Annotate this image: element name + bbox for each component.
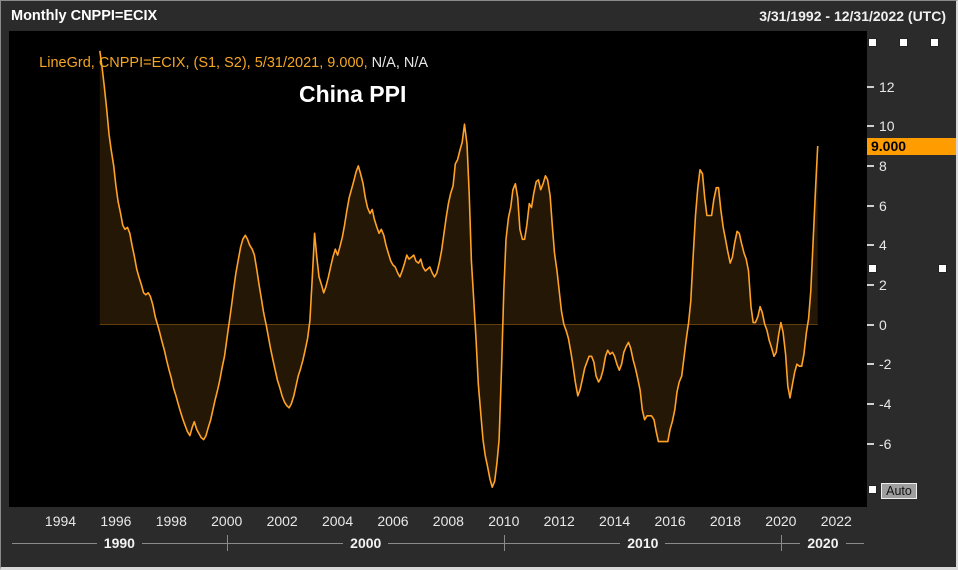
decade-label: 2010 <box>627 535 659 551</box>
legend: LineGrd, CNPPI=ECIX, (S1, S2), 5/31/2021… <box>15 39 428 87</box>
y-axis-tick: -4 <box>867 395 891 413</box>
resize-handle[interactable] <box>899 38 908 47</box>
y-tick-mark <box>867 402 874 405</box>
y-tick-mark <box>867 125 874 128</box>
legend-series-text: LineGrd, CNPPI=ECIX, (S1, S2), 5/31/2021… <box>39 55 368 71</box>
decade-axis-line <box>141 542 227 544</box>
x-tick-label: 2014 <box>599 513 631 529</box>
series-area-fill <box>99 50 818 488</box>
x-tick-label: 2004 <box>321 513 354 529</box>
decade-segment: 2000 <box>226 534 504 552</box>
decade-axis-line <box>504 542 621 544</box>
x-tick-label: 2022 <box>820 513 852 529</box>
decade-tick-mark <box>226 535 228 551</box>
y-tick-mark <box>867 164 874 167</box>
x-tick-label: 1994 <box>44 513 77 529</box>
y-axis-tick: -2 <box>867 355 891 373</box>
decade-segment: 2010 <box>503 534 781 552</box>
chart-titlebar: Monthly CNPPI=ECIX 3/31/1992 - 12/31/202… <box>1 1 956 31</box>
last-value-badge: 9.000 <box>867 138 956 156</box>
x-tick-label: 2018 <box>709 513 742 529</box>
y-tick-mark <box>867 363 874 366</box>
instrument-title: Monthly CNPPI=ECIX <box>11 8 158 24</box>
decade-axis-line <box>12 542 97 544</box>
x-tick-label: 2020 <box>765 513 797 529</box>
legend-na-text: N/A, N/A <box>367 55 429 71</box>
y-tick-label: 10 <box>879 118 895 135</box>
y-tick-label: 2 <box>879 276 887 293</box>
resize-handle[interactable] <box>868 38 877 47</box>
y-tick-mark <box>867 244 874 247</box>
resize-handle[interactable] <box>868 264 877 273</box>
y-tick-label: 12 <box>879 78 895 95</box>
decade-tick-mark <box>780 535 782 551</box>
y-axis-tick: 0 <box>867 316 887 334</box>
decade-axis-line <box>845 542 864 544</box>
y-tick-label: -6 <box>879 435 892 452</box>
x-tick-label: 2012 <box>543 513 575 529</box>
decade-tick-mark <box>503 535 505 551</box>
decade-label: 2020 <box>807 535 839 551</box>
y-tick-label: -2 <box>879 356 892 373</box>
x-tick-label: 1998 <box>155 513 187 529</box>
resize-handle[interactable] <box>938 264 947 273</box>
decade-axis-line <box>227 542 344 544</box>
x-tick-label: 2000 <box>211 513 243 529</box>
y-tick-label: 4 <box>879 237 887 254</box>
y-tick-mark <box>867 85 874 88</box>
series-line <box>99 50 819 488</box>
x-tick-label: 2010 <box>488 513 520 529</box>
y-axis-tick: 4 <box>867 236 887 254</box>
decade-segment: 1990 <box>12 534 227 552</box>
y-tick-label: 0 <box>879 316 887 333</box>
decade-axis-line <box>781 542 801 544</box>
price-line-chart <box>99 50 819 488</box>
y-tick-mark <box>867 204 874 207</box>
x-tick-label: 2006 <box>377 513 409 529</box>
y-axis-tick: 12 <box>867 78 895 96</box>
y-axis-tick: 8 <box>867 157 887 175</box>
y-tick-label: 8 <box>879 157 887 174</box>
plot-area[interactable]: LineGrd, CNPPI=ECIX, (S1, S2), 5/31/2021… <box>9 31 867 507</box>
auto-scale-button[interactable]: Auto <box>881 483 917 499</box>
y-axis-tick: 10 <box>867 117 895 135</box>
date-range-label: 3/31/1992 - 12/31/2022 (UTC) <box>759 8 946 24</box>
decade-label: 2000 <box>350 535 382 551</box>
resize-handle[interactable] <box>868 485 877 494</box>
x-tick-label: 2002 <box>266 513 298 529</box>
y-tick-label: -4 <box>879 395 892 412</box>
decade-segment: 2020 <box>780 534 864 552</box>
resize-handle[interactable] <box>930 38 939 47</box>
y-tick-label: 6 <box>879 197 887 214</box>
x-tick-label: 1996 <box>100 513 132 529</box>
decade-label: 1990 <box>103 535 135 551</box>
x-tick-label: 2008 <box>432 513 464 529</box>
chart-title: China PPI <box>299 81 407 107</box>
y-tick-mark <box>867 323 874 326</box>
y-axis-tick: -6 <box>867 435 891 453</box>
decade-axis-line <box>665 542 781 544</box>
y-tick-mark <box>867 442 874 445</box>
decade-axis-line <box>388 542 504 544</box>
x-axis[interactable]: 1994 1996 1998 2000 2002 2004 2006 2008 2010 2012… <box>1 507 956 567</box>
x-tick-label: 2016 <box>654 513 686 529</box>
y-axis-tick: 6 <box>867 197 887 215</box>
y-axis-tick: 2 <box>867 276 887 294</box>
y-tick-mark <box>867 283 874 286</box>
